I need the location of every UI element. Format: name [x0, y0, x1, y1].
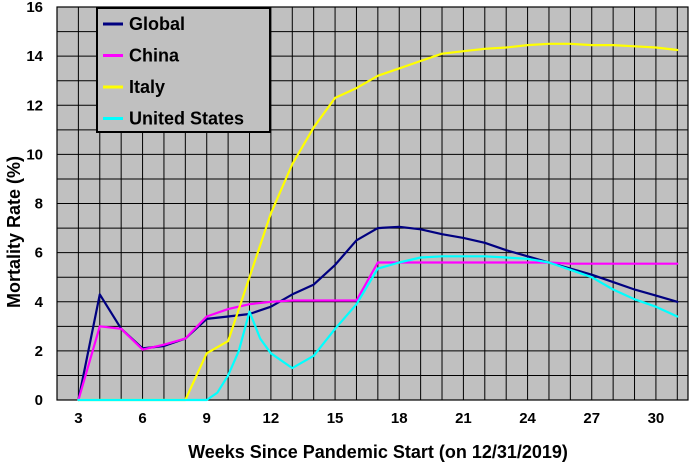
- x-tick-label: 9: [203, 410, 211, 427]
- legend-label: China: [129, 46, 180, 66]
- y-tick-label: 8: [35, 196, 43, 213]
- y-tick-label: 0: [35, 392, 43, 409]
- y-tick-label: 14: [26, 48, 43, 65]
- x-tick-label: 30: [648, 410, 665, 427]
- y-tick-label: 16: [26, 0, 43, 16]
- y-axis-title: Mortality Rate (%): [4, 156, 24, 308]
- series-line-united-states: [77, 255, 679, 402]
- x-tick-label: 27: [583, 410, 600, 427]
- series-line-china: [77, 261, 679, 402]
- y-tick-label: 10: [26, 146, 43, 163]
- x-tick-label: 15: [327, 410, 344, 427]
- y-tick-label: 4: [35, 294, 44, 311]
- x-tick-label: 6: [138, 410, 146, 427]
- plot-border: [56, 6, 689, 401]
- legend-label: United States: [129, 109, 244, 129]
- x-tick-label: 24: [519, 410, 536, 427]
- legend-box: [96, 7, 271, 133]
- x-tick-label: 12: [263, 410, 280, 427]
- y-tick-label: 6: [35, 245, 43, 262]
- y-tick-label: 12: [26, 97, 43, 114]
- x-tick-label: 18: [391, 410, 408, 427]
- y-tick-label: 2: [35, 343, 43, 360]
- legend: Global China Italy United States: [96, 7, 271, 133]
- x-tick-label: 21: [455, 410, 472, 427]
- x-tick-label: 3: [74, 410, 82, 427]
- legend-label: Global: [129, 14, 185, 34]
- legend-label: Italy: [129, 77, 165, 97]
- x-axis-title: Weeks Since Pandemic Start (on 12/31/201…: [188, 442, 568, 462]
